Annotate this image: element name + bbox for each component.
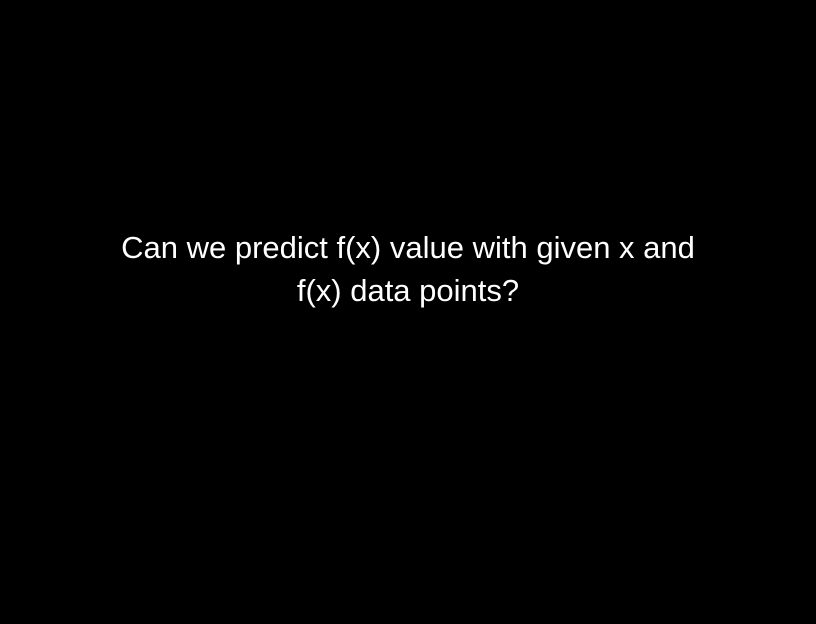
slide-body-text: Can we predict f(x) value with given x a… xyxy=(0,226,816,312)
slide-text-line-1: Can we predict f(x) value with given x a… xyxy=(121,230,695,265)
slide-text-line-2: f(x) data points? xyxy=(296,273,520,308)
